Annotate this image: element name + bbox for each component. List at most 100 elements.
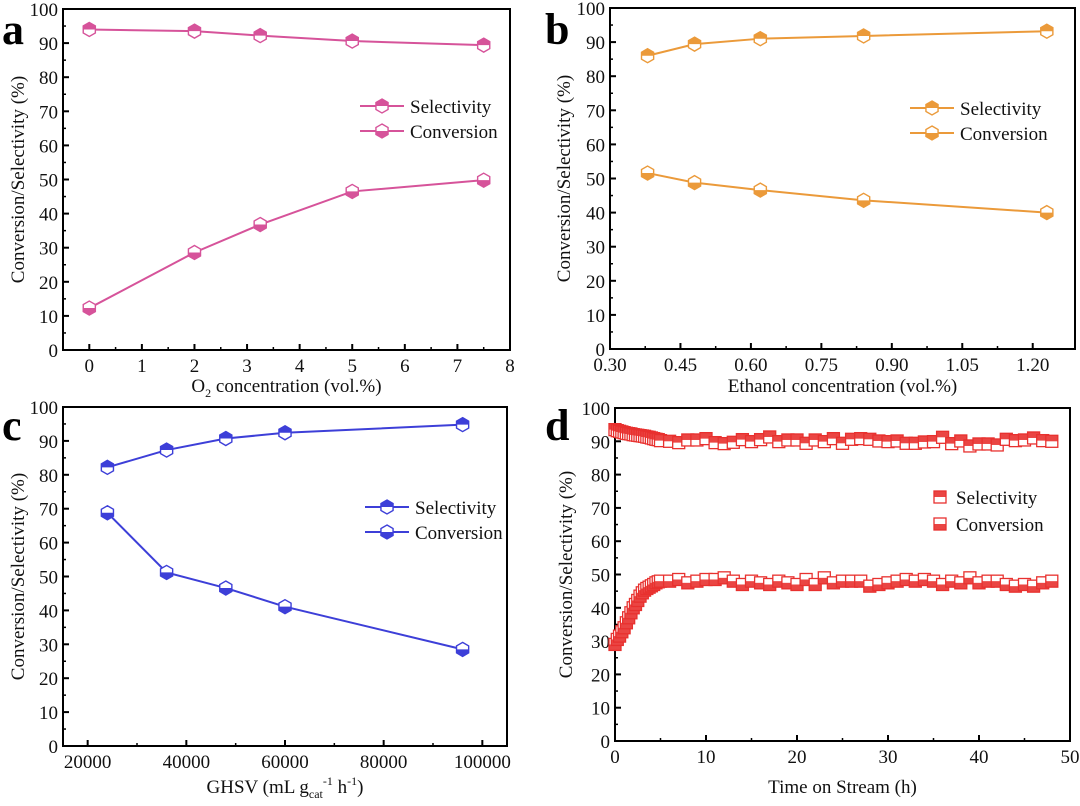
marker-fill xyxy=(727,581,740,588)
x-tick-label: 0 xyxy=(85,356,95,377)
y-tick-label: 10 xyxy=(586,306,605,327)
y-tick-label: 60 xyxy=(586,135,605,156)
marker-fill xyxy=(609,644,621,651)
y-tick-label: 80 xyxy=(39,68,58,89)
marker-fill xyxy=(809,433,822,440)
series-selectivity xyxy=(640,23,1054,64)
marker-fill xyxy=(827,432,840,439)
data-point xyxy=(476,172,491,188)
marker-fill xyxy=(375,99,389,106)
x-tick-label: 100000 xyxy=(454,752,511,773)
marker-fill xyxy=(688,182,701,190)
marker-fill xyxy=(781,433,794,440)
marker-fill xyxy=(963,577,976,584)
y-tick-label: 90 xyxy=(591,432,610,453)
y-tick-label: 30 xyxy=(591,632,610,653)
data-point xyxy=(345,33,359,49)
x-tick-label: 1.05 xyxy=(946,355,979,376)
marker-fill xyxy=(934,524,946,530)
y-axis-title: Conversion/Selectivity (%) xyxy=(8,76,29,283)
series-selectivity xyxy=(100,416,470,476)
x-tick-label: 0.90 xyxy=(875,355,908,376)
marker-fill xyxy=(900,579,913,586)
marker-fill xyxy=(375,131,389,138)
marker-fill xyxy=(1000,584,1013,591)
marker-fill xyxy=(709,579,722,586)
marker-fill xyxy=(278,425,292,433)
marker-fill xyxy=(791,584,803,591)
data-point xyxy=(159,442,174,458)
marker-fill xyxy=(936,584,949,591)
y-tick-label: 70 xyxy=(591,499,610,520)
marker-fill xyxy=(973,582,985,589)
data-point xyxy=(455,641,470,658)
marker-fill xyxy=(945,581,958,588)
marker-fill xyxy=(254,224,267,232)
marker-fill xyxy=(672,579,685,586)
marker-fill xyxy=(872,584,885,591)
panel-d: d 0 10 20 30 40 50 60 70 80 90 100 0 10 20 30 40 50 Conver… xyxy=(545,399,1080,798)
marker-fill xyxy=(188,252,201,260)
x-axis-title: Time on Stream (h) xyxy=(768,777,917,798)
series-line xyxy=(647,172,1047,214)
legend-item-conversion: Conversion xyxy=(360,122,498,143)
x-tick-label: 0.30 xyxy=(593,355,626,376)
x-tick-label: 1.20 xyxy=(1016,355,1049,376)
data-point xyxy=(219,430,233,447)
data-point xyxy=(187,244,202,261)
series-conversion xyxy=(640,165,1054,221)
x-tick-label: 2 xyxy=(190,356,200,377)
series-selectivity xyxy=(608,422,1059,453)
marker-fill xyxy=(1009,434,1022,441)
marker-fill xyxy=(818,435,831,442)
y-tick-label: 100 xyxy=(30,398,59,419)
data-point xyxy=(856,28,871,44)
marker-fill xyxy=(745,581,758,588)
y-tick-label: 30 xyxy=(586,238,605,259)
data-point xyxy=(1045,434,1059,448)
marker-fill xyxy=(836,437,849,444)
x-tick-label: 20000 xyxy=(64,752,112,773)
x-axis-title: Ethanol concentration (vol.%) xyxy=(728,376,958,397)
data-point xyxy=(253,27,267,44)
marker-fill xyxy=(754,433,767,440)
y-tick-label: 70 xyxy=(586,101,605,122)
legend-item-selectivity: Selectivity xyxy=(360,97,492,118)
x-tick-label: 1 xyxy=(137,356,147,377)
data-point xyxy=(278,424,292,441)
marker-fill xyxy=(1036,582,1049,589)
marker-fill xyxy=(278,606,292,614)
series-line xyxy=(106,512,463,651)
marker-fill xyxy=(700,432,712,439)
data-point xyxy=(100,459,115,476)
marker-fill xyxy=(900,437,913,444)
data-point xyxy=(159,564,174,581)
marker-fill xyxy=(456,417,469,425)
x-axis-title-sup: -1 xyxy=(323,774,333,788)
legend-item-selectivity: Selectivity xyxy=(910,99,1042,120)
legend-label: Selectivity xyxy=(956,488,1038,509)
marker-fill xyxy=(477,180,490,188)
series-line xyxy=(647,30,1047,57)
marker-fill xyxy=(688,37,701,45)
marker-fill xyxy=(827,582,840,589)
y-tick-label: 70 xyxy=(39,500,58,521)
panel-letter: a xyxy=(2,5,24,54)
y-tick-label: 40 xyxy=(586,204,605,225)
x-tick-label: 0.75 xyxy=(805,355,838,376)
marker-fill xyxy=(654,434,667,441)
marker-fill xyxy=(845,581,858,588)
data-point xyxy=(856,192,871,209)
marker-fill xyxy=(631,600,644,607)
marker-fill xyxy=(219,431,232,439)
marker-fill xyxy=(718,437,731,444)
marker-fill xyxy=(709,436,722,443)
series-line xyxy=(89,28,484,47)
marker-fill xyxy=(754,190,767,198)
y-tick-label: 60 xyxy=(39,534,58,555)
panel-letter: c xyxy=(2,401,22,450)
y-tick-label: 20 xyxy=(591,665,610,686)
y-tick-label: 50 xyxy=(591,566,610,587)
marker-fill xyxy=(934,491,946,497)
marker-fill xyxy=(1036,434,1049,441)
